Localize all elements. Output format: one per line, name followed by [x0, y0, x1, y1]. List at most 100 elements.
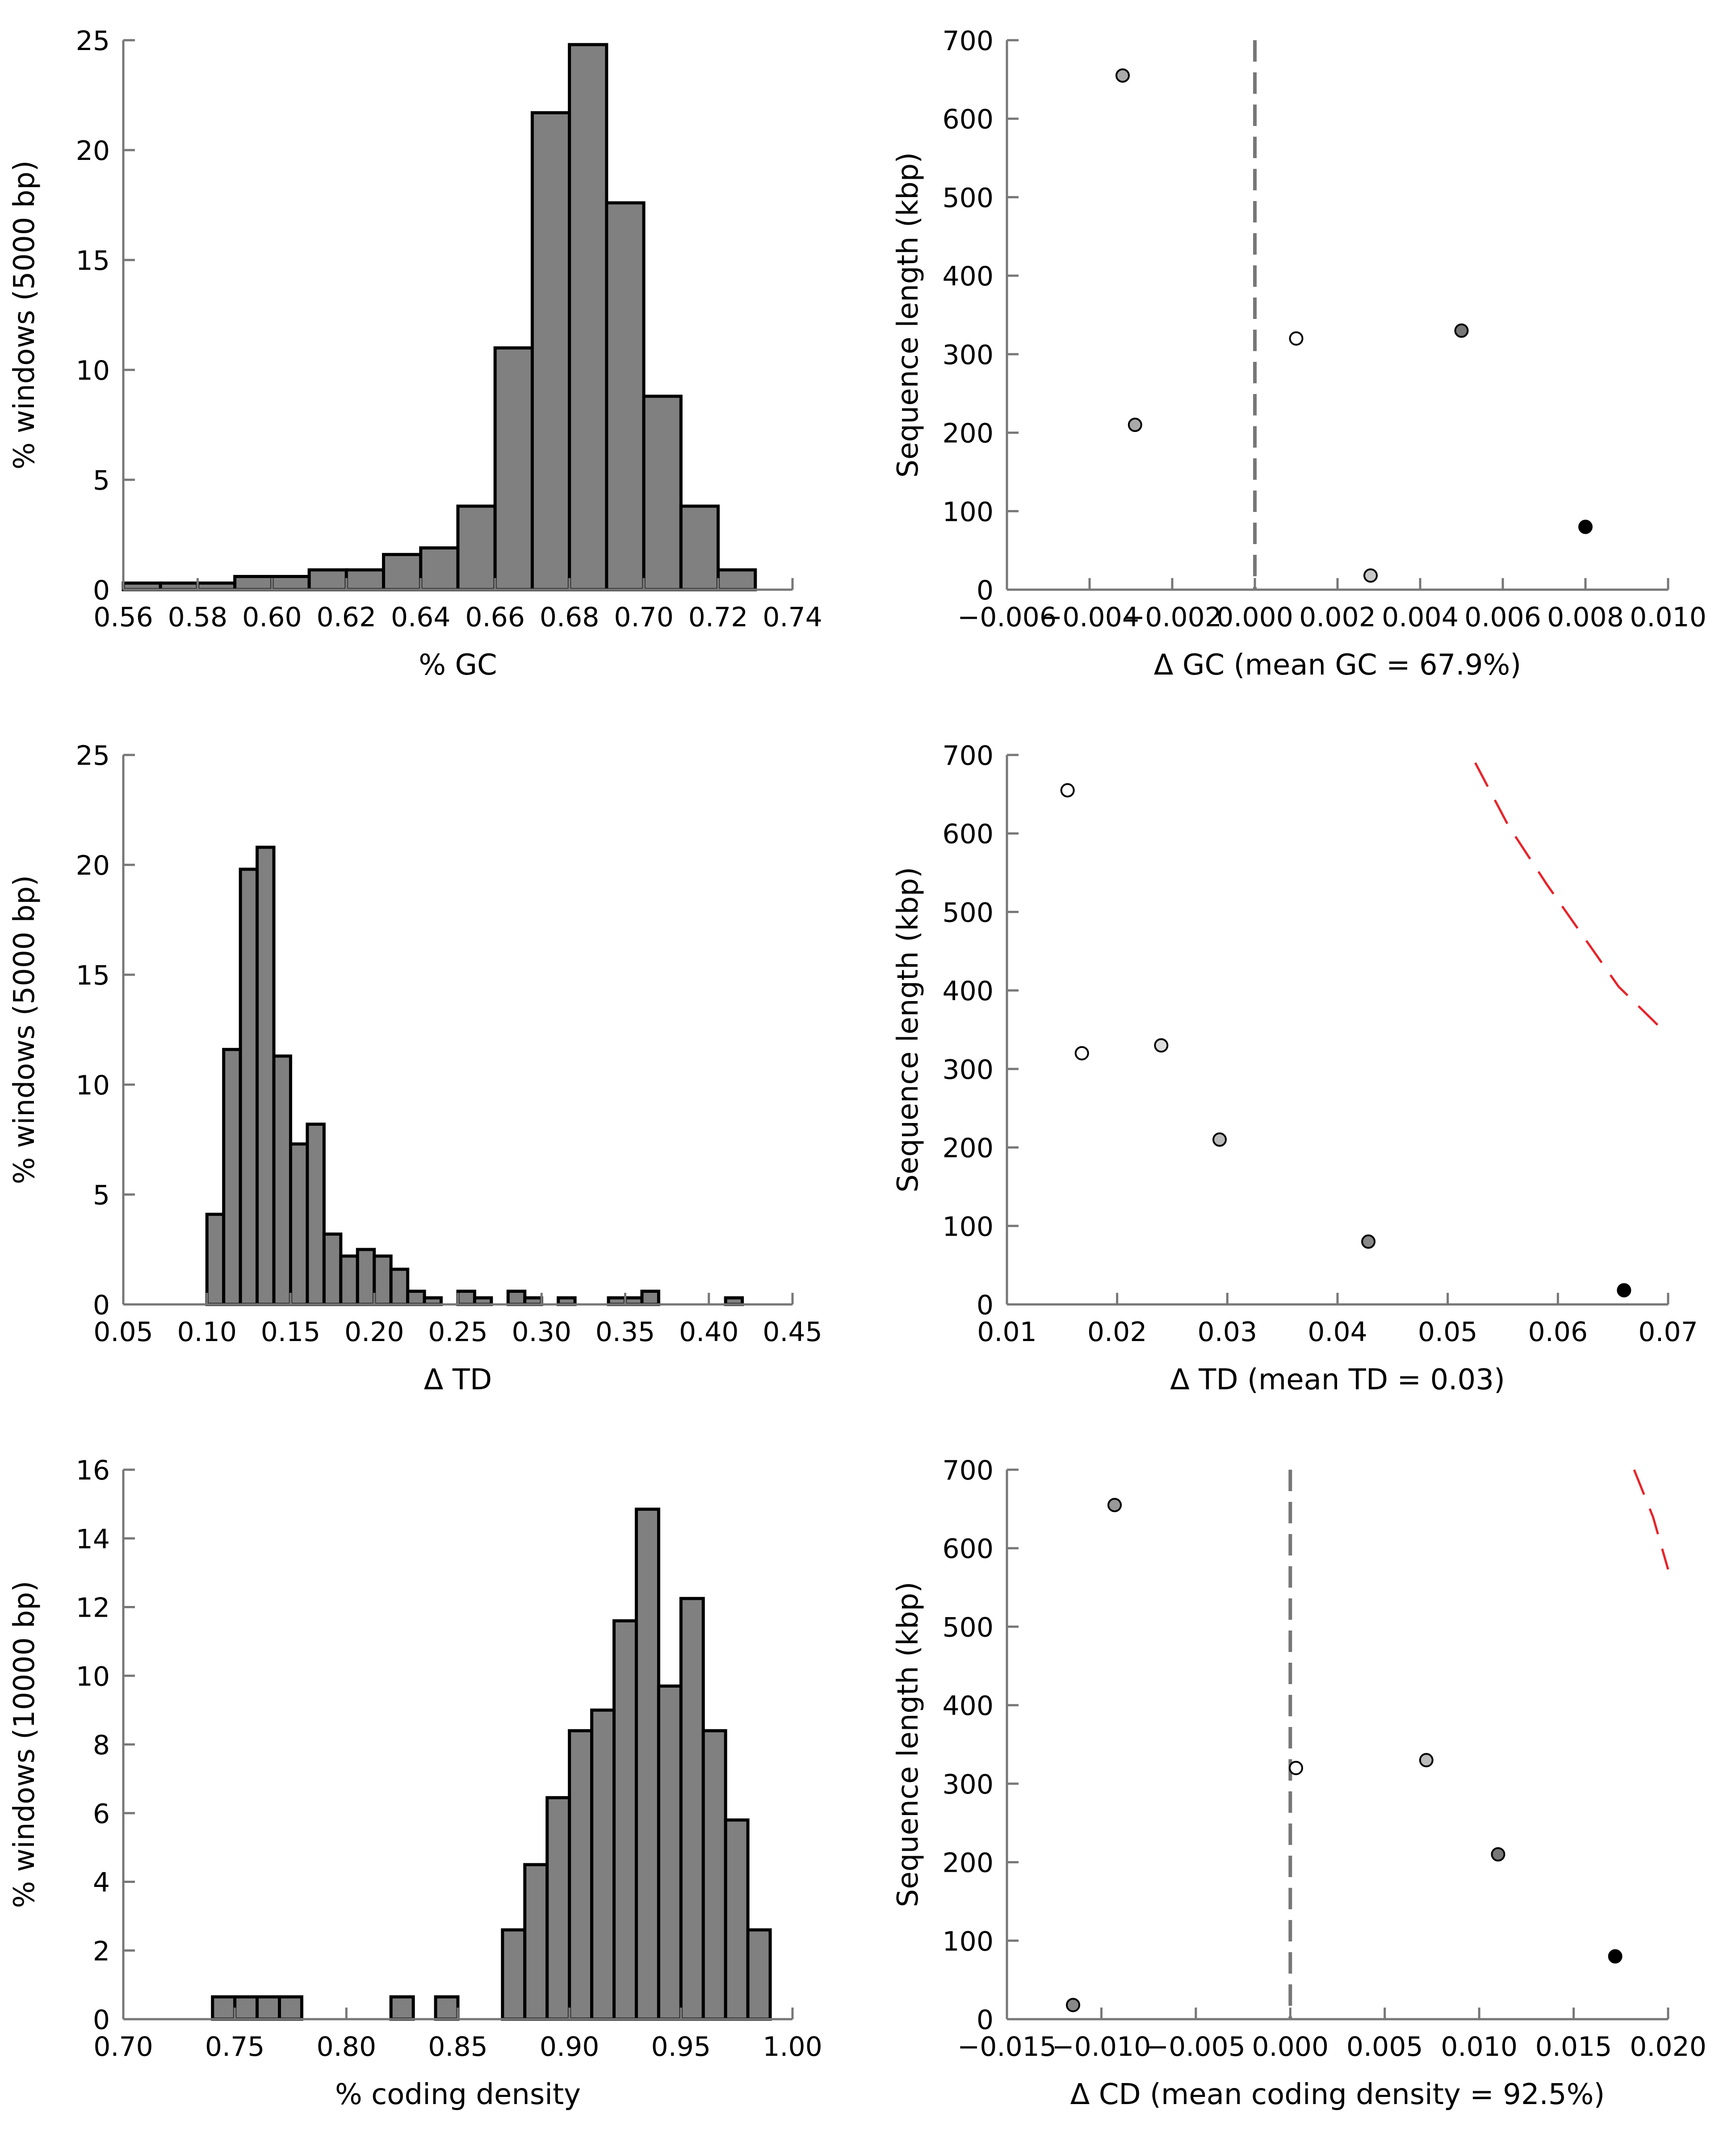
- y-tick-label: 0: [977, 575, 994, 606]
- y-tick-label: 600: [942, 1534, 994, 1565]
- x-tick-label: −0.004: [1040, 602, 1139, 633]
- scatter-point: [1060, 783, 1075, 798]
- x-tick-label: −0.010: [1052, 2031, 1151, 2063]
- histogram-bar: [239, 868, 259, 1306]
- y-tick-label: 600: [942, 104, 994, 135]
- y-tick-label: 700: [942, 740, 994, 771]
- histogram-bar: [382, 553, 423, 591]
- scatter-point: [1617, 1283, 1631, 1298]
- y-tick-label: 5: [93, 1180, 110, 1211]
- y-tick-label: 20: [76, 850, 110, 881]
- histogram-bar: [278, 1995, 303, 2021]
- y-tick-label: 25: [76, 740, 110, 771]
- y-tick-label: 4: [93, 1867, 110, 1899]
- x-axis-label: Δ CD (mean coding density = 92.5%): [1070, 2078, 1605, 2111]
- histogram-bar: [493, 346, 534, 591]
- y-tick-label: 500: [942, 897, 994, 928]
- y-axis-label: % windows (5000 bp): [8, 875, 41, 1184]
- chart-panel-cd-hist: 0.70 0.75 0.80 0.85 0.90 0.95 1.00 0 2 4 6 8 10 12 14 1…: [8, 1455, 822, 2111]
- histogram-bar: [211, 1995, 237, 2021]
- x-tick-label: 0.020: [1630, 2031, 1707, 2063]
- y-tick-label: 300: [942, 340, 994, 371]
- x-tick-label: 0.006: [1464, 602, 1541, 633]
- histogram-bar: [640, 1289, 660, 1306]
- histogram-bar: [256, 1995, 281, 2021]
- x-tick-label: 0.002: [1299, 602, 1376, 633]
- histogram-bar: [339, 1254, 359, 1306]
- x-tick-label: 0.70: [614, 602, 674, 633]
- histogram-bar: [568, 1729, 594, 2021]
- y-tick-label: 20: [76, 135, 110, 167]
- histogram-bar: [389, 1267, 410, 1306]
- y-tick-label: 6: [93, 1798, 110, 1830]
- x-tick-label: 0.20: [344, 1316, 404, 1348]
- scatter-point: [1363, 568, 1378, 583]
- threshold-dashed-curve: [1474, 762, 1669, 1036]
- x-tick-label: 0.05: [93, 1316, 153, 1348]
- x-tick-label: 0.64: [391, 602, 451, 633]
- y-tick-label: 0: [977, 2004, 994, 2036]
- histogram-bar: [501, 1928, 527, 2021]
- y-axis-label: % windows (5000 bp): [8, 160, 41, 470]
- histogram-bar: [545, 1796, 571, 2021]
- y-axis-label: Sequence length (kbp): [892, 867, 925, 1193]
- histogram-bar: [322, 1232, 343, 1306]
- histogram-bar: [373, 1254, 393, 1306]
- x-tick-label: 0.07: [1638, 1316, 1698, 1348]
- y-tick-label: 700: [942, 1455, 994, 1486]
- chart-panel-cd-scatter: −0.015−0.010−0.005 0.000 0.005 0.010 0.015 0.…: [892, 1455, 1707, 2111]
- x-tick-label: 0.06: [1528, 1316, 1588, 1348]
- y-tick-label: 300: [942, 1769, 994, 1800]
- x-tick-label: 0.70: [93, 2031, 153, 2063]
- histogram-bar: [612, 1619, 638, 2021]
- x-tick-label: 0.56: [93, 602, 153, 633]
- y-tick-label: 8: [93, 1730, 110, 1761]
- histogram-bar: [679, 504, 720, 591]
- histogram-bar: [344, 568, 386, 591]
- y-tick-label: 600: [942, 819, 994, 850]
- y-tick-label: 400: [942, 976, 994, 1007]
- x-tick-label: 0.75: [205, 2031, 265, 2063]
- y-tick-label: 5: [93, 465, 110, 496]
- histogram-bar: [530, 111, 571, 591]
- x-tick-label: 0.01: [977, 1316, 1037, 1348]
- y-tick-label: 16: [76, 1455, 110, 1486]
- y-axis-label: Sequence length (kbp): [892, 152, 925, 478]
- x-tick-label: 0.03: [1198, 1316, 1258, 1348]
- y-axis-label: % windows (10000 bp): [8, 1581, 41, 1908]
- histogram-bar: [456, 504, 497, 591]
- x-axis-label: Δ TD (mean TD = 0.03): [1170, 1363, 1505, 1396]
- x-tick-label: 0.005: [1346, 2031, 1423, 2063]
- scatter-point: [1419, 1753, 1434, 1768]
- x-tick-label: −0.002: [1123, 602, 1222, 633]
- x-tick-label: 0.95: [651, 2031, 711, 2063]
- histogram-bar: [272, 1054, 292, 1306]
- scatter-point: [1107, 1498, 1122, 1513]
- scatter-point: [1454, 323, 1469, 338]
- x-tick-label: 0.000: [1216, 602, 1293, 633]
- y-tick-label: 100: [942, 1211, 994, 1242]
- scatter-point: [1128, 418, 1142, 432]
- scatter-point: [1212, 1132, 1227, 1147]
- x-tick-label: 0.10: [177, 1316, 237, 1348]
- histogram-bar: [233, 574, 274, 591]
- x-tick-label: 0.008: [1547, 602, 1624, 633]
- histogram-bar: [634, 1507, 660, 2021]
- histogram-bar: [701, 1729, 727, 2021]
- y-tick-label: 10: [76, 1070, 110, 1101]
- x-tick-label: 0.45: [763, 1316, 822, 1348]
- histogram-bar: [568, 43, 608, 591]
- y-tick-label: 700: [942, 25, 994, 57]
- y-axis-label: Sequence length (kbp): [892, 1582, 925, 1907]
- x-tick-label: 0.80: [317, 2031, 377, 2063]
- scatter-point: [1066, 1998, 1080, 2012]
- scatter-point: [1289, 331, 1304, 346]
- histogram-bar: [523, 1863, 549, 2021]
- histogram-bar: [222, 1048, 242, 1306]
- y-tick-label: 200: [942, 1133, 994, 1164]
- histogram-bar: [270, 574, 311, 591]
- y-tick-label: 100: [942, 496, 994, 528]
- histogram-bar: [256, 846, 276, 1306]
- x-tick-label: 0.05: [1418, 1316, 1478, 1348]
